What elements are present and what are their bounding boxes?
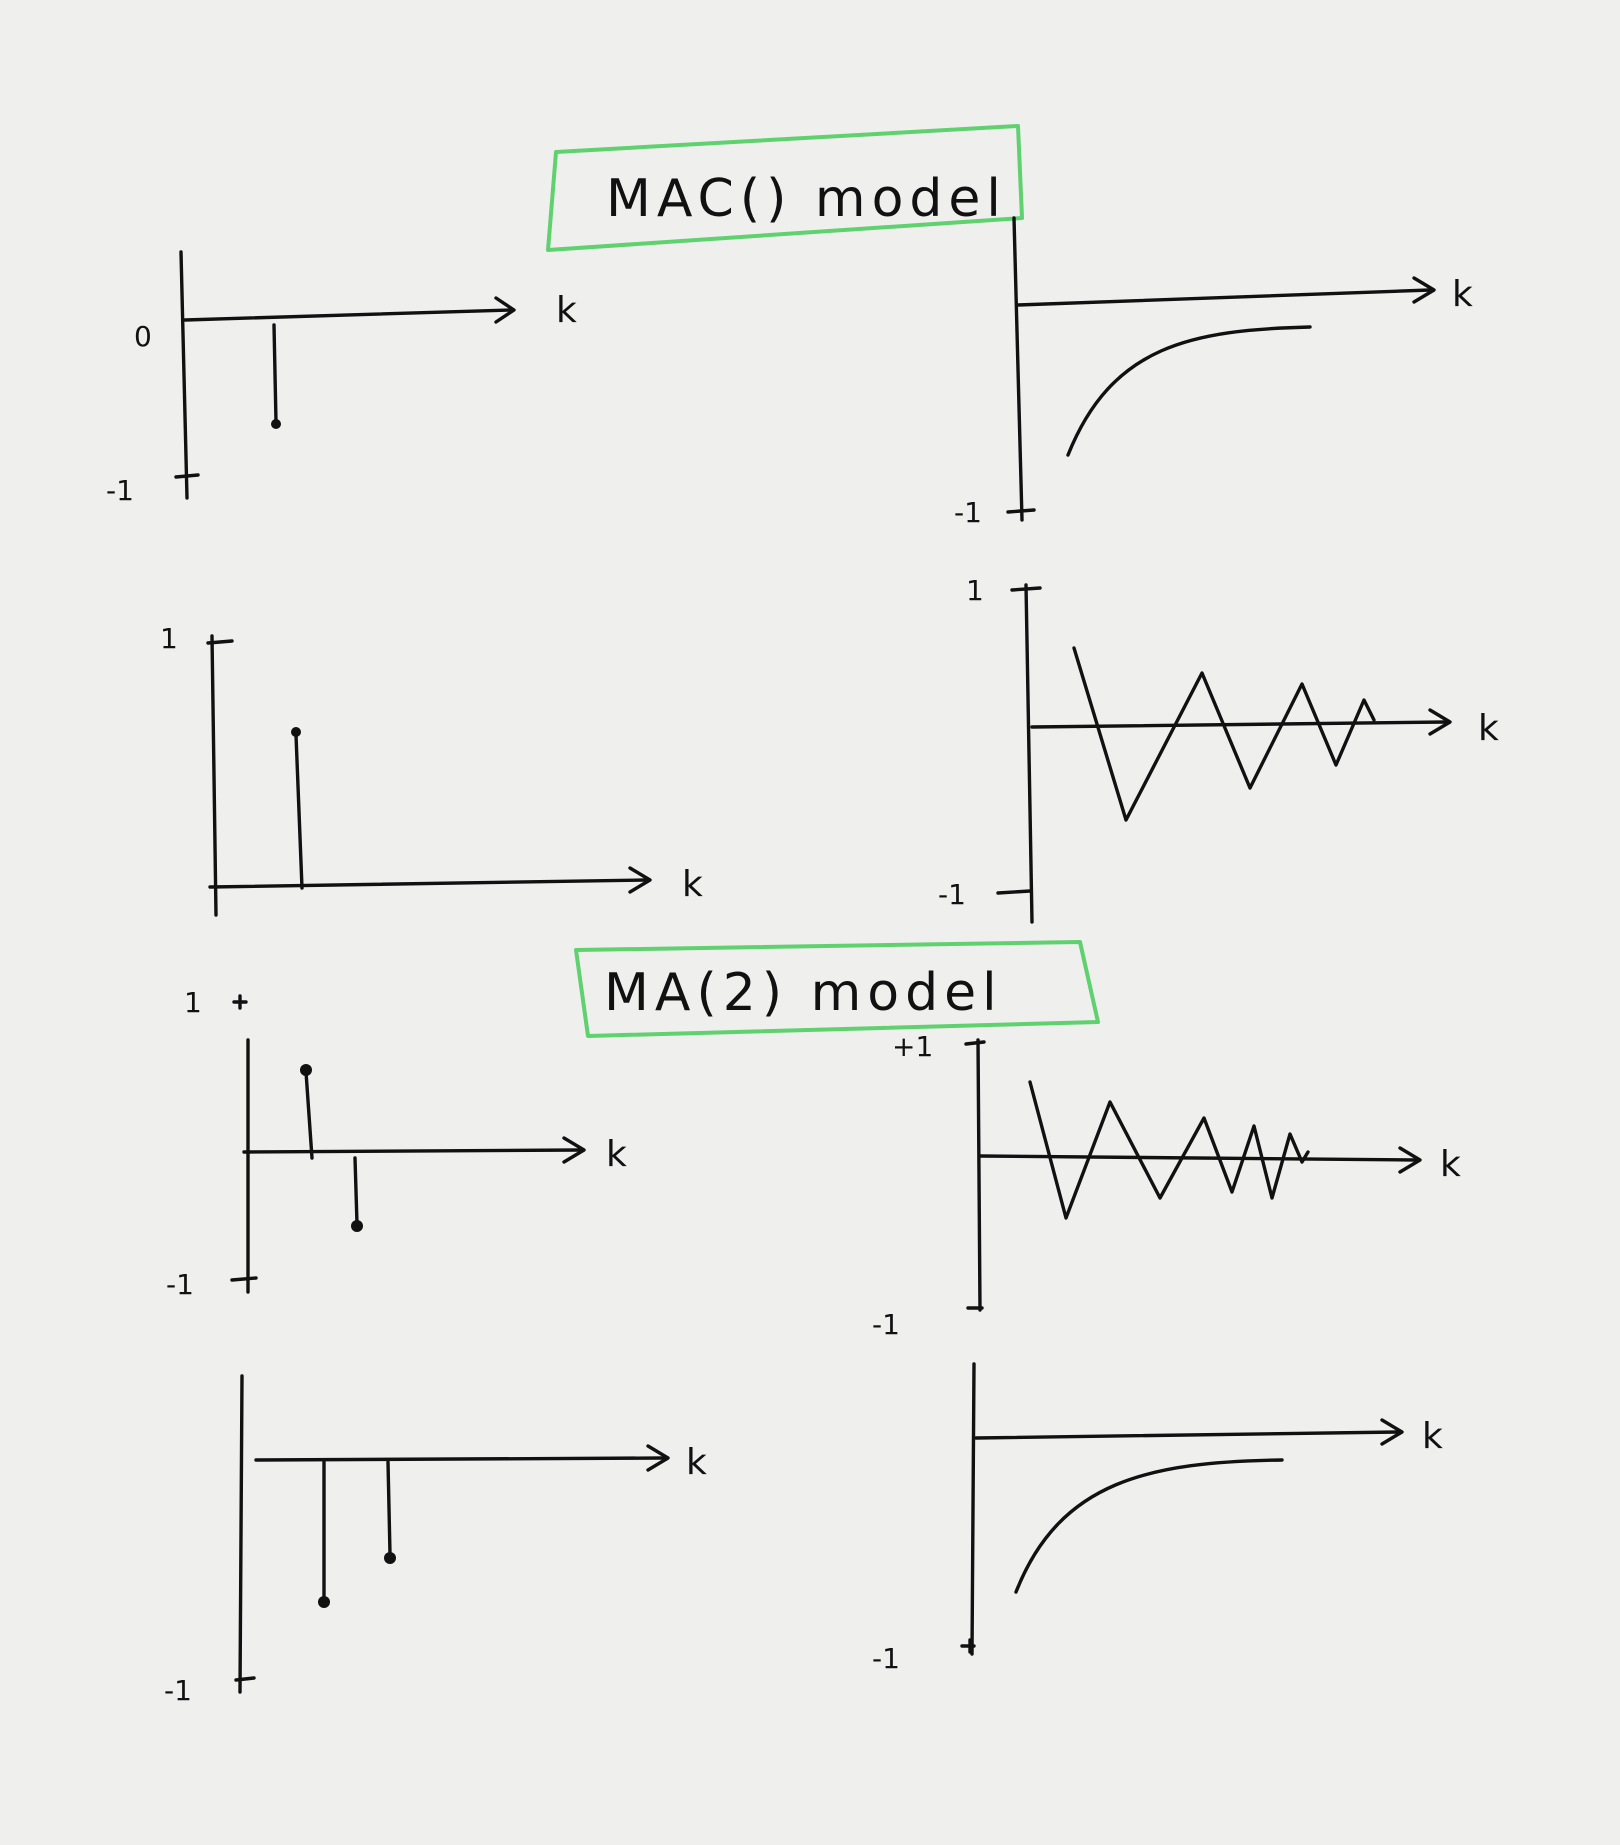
pacf-decay-curve [1014, 1458, 1284, 1594]
tick-bottom [174, 473, 200, 479]
x-axis-label: k [556, 290, 577, 331]
tick-bottom [234, 1676, 256, 1682]
tick-label-bottom: -1 [106, 474, 134, 507]
y-axis [976, 1038, 982, 1312]
x-axis-label: k [1422, 1416, 1443, 1457]
tick-top [206, 639, 234, 645]
y-axis [210, 634, 218, 917]
x-arrow [562, 1136, 586, 1164]
ma1-title-box: MAC() model [546, 124, 1024, 252]
acf-spike-lag1 [294, 733, 304, 890]
x-axis [1016, 288, 1432, 307]
tick-label-bottom: -1 [164, 1674, 192, 1707]
y-axis [970, 1362, 976, 1656]
acf-spike-lag2 [353, 1156, 359, 1226]
tick-label-bottom: -1 [872, 1642, 900, 1675]
tick-top [964, 1040, 986, 1046]
x-axis [208, 878, 648, 889]
x-axis-label: k [1440, 1144, 1461, 1185]
y-axis [238, 1374, 244, 1694]
pacf-oscillation [1072, 646, 1376, 822]
x-axis-label: k [682, 864, 703, 905]
ma2-title: MA(2) model [604, 963, 1003, 1023]
panel-ma2-pacf-decay: -1 k [872, 1362, 1443, 1675]
tick-bottom [996, 889, 1032, 895]
x-arrow [1398, 1146, 1422, 1174]
x-axis [183, 308, 512, 322]
tick-label-bottom: -1 [872, 1308, 900, 1341]
x-arrow [646, 1444, 670, 1472]
tick-label-bottom: -1 [166, 1268, 194, 1301]
tick-label-bottom: -1 [954, 496, 982, 529]
y-axis [179, 250, 189, 500]
acf-spike-marker [271, 419, 281, 429]
x-arrow [1412, 276, 1436, 304]
panel-ma1-acf-positive: 1 k [160, 622, 703, 917]
pacf-decay-curve [1066, 325, 1312, 457]
x-axis [254, 1456, 666, 1462]
panel-ma1-acf: k 0 -1 [106, 250, 577, 507]
acf-spike-lag2 [386, 1460, 392, 1556]
x-axis [978, 1154, 1418, 1162]
ma1-title: MAC() model [606, 169, 1007, 229]
panel-ma1-pacf: k -1 [954, 216, 1473, 529]
x-arrow [1380, 1418, 1404, 1446]
tick-bottom [1006, 508, 1036, 514]
tick-label-top: 0 [134, 320, 152, 353]
acf-spike-lag2-marker [384, 1552, 396, 1564]
x-axis [974, 1430, 1400, 1440]
tick-top [232, 994, 248, 1010]
x-axis [1030, 720, 1448, 729]
x-axis-label: k [1452, 274, 1473, 315]
tick-label-top: 1 [160, 622, 178, 655]
x-arrow [494, 296, 516, 324]
tick-label-top: +1 [892, 1030, 933, 1063]
y-axis [1012, 216, 1024, 522]
panel-ma2-acf-negative: -1 k [164, 1374, 707, 1707]
panel-ma2-acf: 1 -1 k [166, 986, 627, 1301]
x-axis [242, 1148, 582, 1154]
acf-spike-lag1 [272, 323, 278, 424]
x-axis-label: k [606, 1134, 627, 1175]
ma2-title-box: MA(2) model [574, 940, 1100, 1038]
x-axis-label: k [686, 1442, 707, 1483]
tick-bottom [230, 1276, 258, 1282]
acf-spike-lag1-marker [300, 1064, 312, 1076]
acf-spike-lag1-marker [318, 1596, 330, 1608]
pacf-oscillation [1028, 1080, 1310, 1220]
tick-label-bottom: -1 [938, 878, 966, 911]
tick-top [1010, 586, 1042, 592]
panel-ma2-pacf: +1 -1 k [872, 1030, 1461, 1341]
y-axis [1024, 583, 1034, 924]
tick-bottom [960, 1638, 976, 1654]
tick-label-top: 1 [966, 574, 984, 607]
x-axis-label: k [1478, 708, 1499, 749]
x-arrow [628, 866, 652, 894]
acf-spike-lag2-marker [351, 1220, 363, 1232]
acf-spike-marker [291, 727, 301, 737]
x-arrow [1428, 708, 1452, 736]
panel-ma1-pacf-oscillating: 1 -1 k [938, 574, 1499, 924]
acf-spike-lag1 [304, 1070, 314, 1160]
tick-label-top: 1 [184, 986, 202, 1019]
